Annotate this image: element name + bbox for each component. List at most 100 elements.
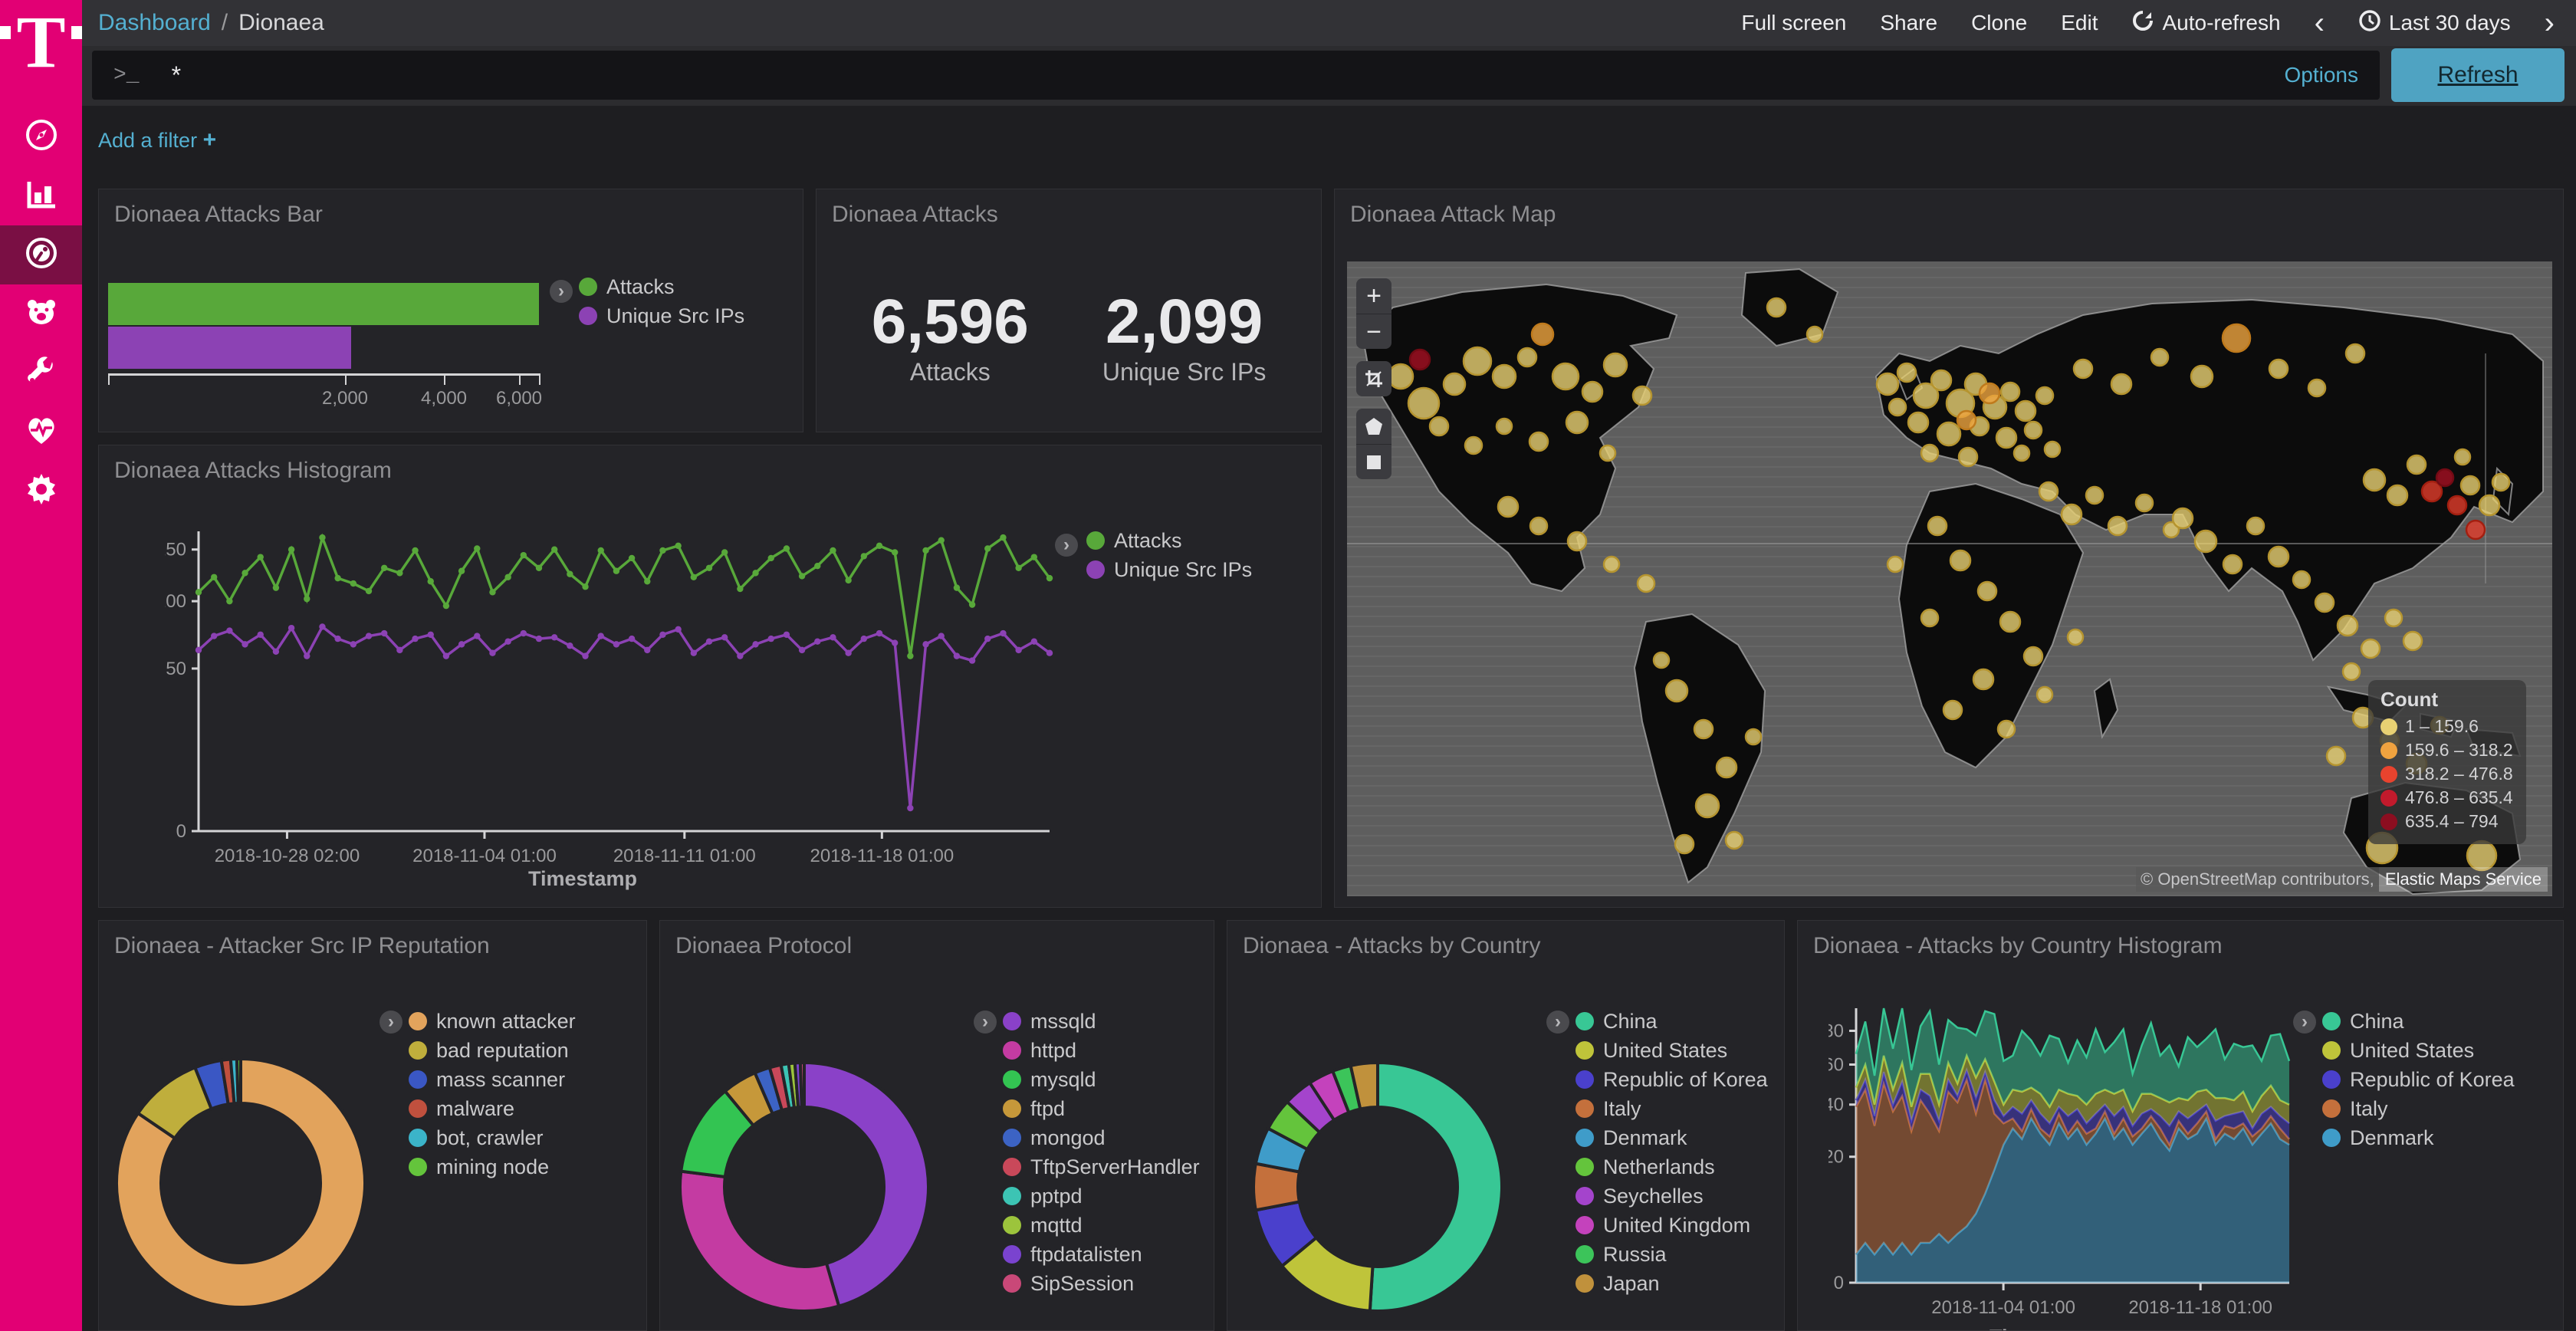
legend-item[interactable]: Russia — [1576, 1240, 1768, 1269]
legend-item[interactable]: Japan — [1576, 1269, 1768, 1298]
clone-button[interactable]: Clone — [1971, 11, 2028, 35]
wrench-icon — [25, 354, 58, 392]
legend-item[interactable]: mass scanner — [409, 1065, 576, 1094]
sidebar-item-management[interactable] — [0, 462, 82, 521]
legend-item[interactable]: bad reputation — [409, 1036, 576, 1065]
time-prev-button[interactable]: ‹ — [2314, 6, 2325, 40]
sidebar-item-dashboard[interactable] — [0, 225, 82, 284]
attacks-bar-chart[interactable]: 2,000 4,000 6,000 — [99, 189, 803, 432]
donut-slice-httpd[interactable] — [678, 1169, 841, 1313]
legend-item[interactable]: Attacks — [579, 272, 744, 301]
legend-item[interactable]: bot, crawler — [409, 1123, 576, 1152]
fullscreen-button[interactable]: Full screen — [1741, 11, 1847, 35]
expand-legend-button[interactable]: › — [1546, 1011, 1569, 1034]
legend-item[interactable]: United Kingdom — [1576, 1211, 1768, 1240]
search-input[interactable]: >_ * Options — [92, 51, 2380, 100]
legend-item[interactable]: mqttd — [1003, 1211, 1200, 1240]
panel-title: Dionaea Attack Map — [1350, 202, 1556, 227]
gauge-icon — [25, 236, 58, 274]
bar-Attacks[interactable] — [108, 283, 539, 325]
refresh-button[interactable]: Refresh — [2391, 48, 2564, 102]
legend-item[interactable]: Italy — [2322, 1094, 2515, 1123]
time-next-button[interactable]: › — [2544, 6, 2555, 40]
legend-item[interactable]: httpd — [1003, 1036, 1200, 1065]
legend-item[interactable]: mssqld — [1003, 1007, 1200, 1036]
donut-slice-mssqld[interactable] — [803, 1060, 930, 1309]
legend-item[interactable]: Denmark — [1576, 1123, 1768, 1152]
map-count-legend: Count 1 – 159.6 159.6 – 318.2 318.2 – 476.… — [2368, 680, 2526, 844]
legend-item[interactable]: SipSession — [1003, 1269, 1200, 1298]
legend-item[interactable]: Republic of Korea — [2322, 1065, 2515, 1094]
country-donut-chart[interactable] — [1246, 1055, 1510, 1319]
expand-legend-button[interactable]: › — [2293, 1011, 2316, 1034]
crop-icon — [1365, 370, 1382, 387]
svg-text:100: 100 — [165, 591, 186, 612]
legend-item[interactable]: China — [1576, 1007, 1768, 1036]
legend-item[interactable]: Italy — [1576, 1094, 1768, 1123]
telekom-logo[interactable]: T — [0, 1, 82, 100]
donut-slice-mining node[interactable] — [235, 1057, 242, 1106]
legend-item[interactable]: mysqld — [1003, 1065, 1200, 1094]
legend-item[interactable]: United States — [1576, 1036, 1768, 1065]
expand-legend-button[interactable]: › — [1055, 534, 1078, 557]
legend-item[interactable]: Denmark — [2322, 1123, 2515, 1152]
zoom-out-button[interactable]: − — [1356, 314, 1392, 349]
add-filter-link[interactable]: Add a filter + — [98, 127, 217, 153]
legend-item[interactable]: ftpdatalisten — [1003, 1240, 1200, 1269]
breadcrumb-dashboard-link[interactable]: Dashboard — [98, 10, 211, 35]
legend-item[interactable]: ftpd — [1003, 1094, 1200, 1123]
legend-item[interactable]: mining node — [409, 1152, 576, 1181]
legend-item[interactable]: Seychelles — [1576, 1181, 1768, 1211]
expand-legend-button[interactable]: › — [380, 1011, 402, 1034]
panel-src-ip-reputation: Dionaea - Attacker Src IP Reputation › k… — [98, 920, 647, 1331]
attacks-histogram-chart[interactable]: 0 50 100 150 2018-10-28 02:00 2018-11-04 01:0… — [165, 521, 1085, 866]
reputation-donut-chart[interactable] — [109, 1051, 373, 1315]
legend-item[interactable]: United States — [2322, 1036, 2515, 1065]
legend-item[interactable]: Netherlands — [1576, 1152, 1768, 1181]
sidebar-item-devtools[interactable] — [0, 343, 82, 403]
edit-button[interactable]: Edit — [2061, 11, 2098, 35]
crop-tool-button[interactable] — [1356, 361, 1392, 396]
panel-title: Dionaea - Attacks by Country Histogram — [1813, 933, 2223, 958]
logo-letter: T — [16, 1, 66, 83]
legend-item[interactable]: Attacks — [1086, 526, 1252, 555]
zoom-in-button[interactable]: + — [1356, 278, 1392, 314]
donut-slice-China[interactable] — [1368, 1060, 1504, 1313]
options-link[interactable]: Options — [2284, 63, 2359, 87]
country-histogram-chart[interactable]: 0 20 40 60 80 2018-11-04 01:00 2018-11-18 01:0… — [1829, 997, 2308, 1327]
share-button[interactable]: Share — [1880, 11, 1938, 35]
donut-slice-known attacker[interactable] — [115, 1057, 366, 1309]
legend-item[interactable]: malware — [409, 1094, 576, 1123]
polygon-tool-button[interactable] — [1356, 409, 1392, 444]
bar-Unique Src IPs[interactable] — [108, 327, 351, 369]
legend-item[interactable]: Unique Src IPs — [1086, 555, 1252, 584]
legend-item[interactable]: mongod — [1003, 1123, 1200, 1152]
legend-item[interactable]: China — [2322, 1007, 2515, 1036]
sidebar-item-discover[interactable] — [0, 107, 82, 166]
sidebar-item-timelion[interactable] — [0, 284, 82, 343]
donut-slice-SipSession[interactable] — [798, 1060, 806, 1109]
expand-legend-button[interactable]: › — [550, 280, 573, 303]
legend-item[interactable]: known attacker — [409, 1007, 576, 1036]
legend-item[interactable]: Unique Src IPs — [579, 301, 744, 330]
sidebar-item-monitoring[interactable] — [0, 403, 82, 462]
osm-attribution[interactable]: © OpenStreetMap contributors, — [2136, 867, 2379, 892]
expand-legend-button[interactable]: › — [974, 1011, 997, 1034]
panel-title: Dionaea - Attacks by Country — [1243, 933, 1541, 958]
sidebar-item-visualize[interactable] — [0, 166, 82, 225]
breadcrumb-current: Dionaea — [238, 10, 324, 35]
legend-item[interactable]: pptpd — [1003, 1181, 1200, 1211]
metric-values: 6,596 Attacks 2,099 Unique Src IPs — [816, 287, 1321, 386]
legend-color-dot — [1576, 1187, 1594, 1205]
axis-tick: 2,000 — [321, 388, 369, 409]
world-map[interactable]: + − Count 1 – 159.6 159.6 – 318.2 318.2 – … — [1347, 261, 2552, 896]
rectangle-tool-button[interactable] — [1356, 444, 1392, 479]
legend-item[interactable]: Republic of Korea — [1576, 1065, 1768, 1094]
protocol-donut-chart[interactable] — [672, 1055, 936, 1319]
donut-slice-Japan[interactable] — [1349, 1060, 1379, 1111]
time-range-picker[interactable]: Last 30 days — [2358, 9, 2511, 38]
elastic-maps-attribution[interactable]: Elastic Maps Service — [2378, 867, 2548, 892]
legend-item[interactable]: TftpServerHandler — [1003, 1152, 1200, 1181]
auto-refresh-button[interactable]: Auto-refresh — [2131, 9, 2281, 38]
svg-text:40: 40 — [1829, 1095, 1844, 1116]
